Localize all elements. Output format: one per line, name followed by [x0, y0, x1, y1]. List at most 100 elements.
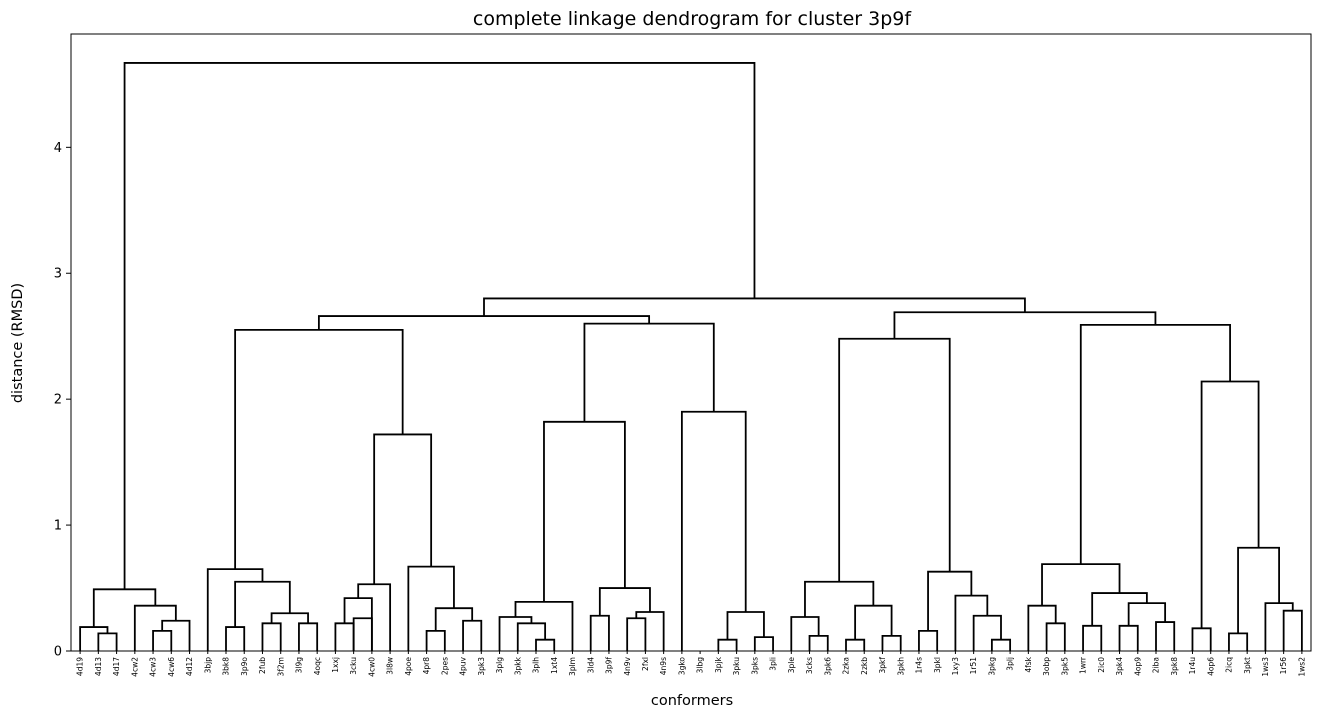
leaf-label: 3bk8 [222, 657, 231, 676]
leaf-label: 4d13 [94, 657, 103, 676]
leaf-label: 1ws3 [1261, 657, 1270, 677]
dendrogram-link-E5 [543, 420, 626, 602]
dendrogram-link-A3 [152, 629, 173, 651]
leaf-label: 2icq [1225, 657, 1234, 673]
leaf-label: 2pes [440, 657, 449, 675]
leaf-label: 3plj [1006, 657, 1015, 671]
leaf-label: 1xy3 [951, 657, 960, 676]
leaf-label: 4op9 [1133, 657, 1142, 676]
dendrogram-link-A2 [79, 626, 109, 651]
dendrogram-link-K2 [1228, 632, 1249, 651]
leaf-label: 1wrr [1079, 656, 1088, 674]
dendrogram-link-J1 [1045, 622, 1066, 651]
leaf-label: 3pk6 [823, 657, 832, 676]
dendrogram-link-H5 [854, 604, 893, 640]
dendrogram-link-B1 [225, 626, 246, 651]
dendrogram-link-I1 [918, 629, 939, 651]
leaf-label: 3pkt [1243, 657, 1252, 674]
dendrogram-link-J5 [1155, 621, 1176, 651]
leaf-label: 2zkb [860, 657, 869, 675]
dendrogram-link-C5 [373, 433, 433, 585]
leaf-label: 3bjp [203, 657, 212, 674]
dendrogram-link-E3 [498, 616, 533, 651]
dendrogram-link-G4 [680, 410, 747, 651]
y-tick-label: 4 [54, 141, 62, 156]
dendrogram-link-F2 [626, 617, 647, 651]
leaf-label: 3f2m [276, 657, 285, 677]
leaf-label: 3lbg [696, 657, 705, 674]
leaf-label: 3ple [787, 657, 796, 674]
leaf-label: 3pks [750, 657, 759, 675]
leaf-label: 3gko [677, 657, 686, 676]
dendrogram-link-G3 [726, 611, 765, 640]
dendrogram-link-J4 [1118, 624, 1139, 651]
leaf-label: 3pli [769, 657, 778, 671]
leaf-label: 4n9s [659, 657, 668, 675]
leaf-label: 3pkf [878, 657, 887, 674]
dendrogram-link-J9 [1079, 323, 1231, 565]
leaf-label: 2fxl [641, 657, 650, 671]
leaf-label: 3cks [805, 657, 814, 674]
dendrogram-link-B3 [261, 622, 282, 651]
leaf-label: 4poe [404, 657, 413, 676]
leaf-label: 3pkk [513, 656, 522, 675]
leaf-label: 3pjk [714, 656, 723, 673]
leaf-label: 4cw0 [367, 657, 376, 677]
dendrogram-link-K1 [1191, 627, 1212, 651]
dendrogram-link-D3 [434, 607, 474, 631]
x-axis-label: conformers [651, 693, 733, 709]
leaf-label: 4pr8 [422, 657, 431, 675]
dendrogram-link-D1 [425, 629, 446, 651]
dendrogram-link-K5 [1237, 546, 1280, 634]
dendrogram-link-A1 [97, 632, 118, 651]
leaf-label: 3pk4 [1115, 657, 1124, 676]
leaf-label: 3p9o [240, 657, 249, 676]
dendrogram-link-E2 [516, 622, 547, 651]
dendrogram-link-K3 [1282, 609, 1303, 651]
leaf-label: 4d19 [76, 657, 85, 676]
leaf-label: 3l9g [295, 657, 304, 674]
dendrogram-link-A5 [133, 604, 177, 651]
leaf-label: 4cw3 [149, 657, 158, 677]
leaf-label: 3pk3 [477, 657, 486, 676]
dendrogram-link-J3 [1082, 624, 1103, 651]
plot-area [79, 62, 1303, 651]
leaf-label: 2ic0 [1097, 657, 1106, 673]
leaf-label: 4d17 [112, 657, 121, 676]
leaf-label: 4op6 [1206, 657, 1215, 676]
dendrogram-link-D4 [407, 565, 455, 651]
leaf-label: 3pkl [933, 657, 942, 673]
dendrogram-link-G2 [753, 636, 774, 651]
leaf-label: 1xt4 [550, 657, 559, 674]
dendrogram-link-G1 [717, 638, 738, 651]
dendrogram-link-I2 [990, 638, 1012, 651]
dendrogram-link-K6 [1200, 380, 1260, 629]
dendrogram-link-C2 [352, 617, 373, 651]
chart-title: complete linkage dendrogram for cluster … [473, 8, 912, 30]
x-axis: 4d19 4d13 4d17 4cw2 4cw3 4cw6 4d12 3bjp 3bk8 3p9o… [76, 651, 1306, 677]
dendrogram-link-B2 [298, 622, 319, 651]
y-tick-label: 0 [54, 645, 62, 660]
dendrogram-link-H1 [808, 634, 829, 651]
leaf-label: 3pkh [896, 657, 905, 676]
dendrogram-link-J2 [1027, 604, 1057, 651]
dendrogram-link-B5 [234, 580, 291, 628]
leaf-label: 3pkg [987, 657, 996, 676]
leaf-label: 3l8w [386, 657, 395, 675]
leaf-label: 3plg [495, 657, 504, 674]
leaf-label: 3plm [568, 657, 577, 676]
leaf-label: 1xxj [331, 657, 340, 673]
dendrogram-link-I5 [927, 570, 973, 631]
leaf-label: 3cku [349, 657, 358, 675]
leaf-label: 3pk8 [1170, 657, 1179, 676]
y-tick-label: 1 [54, 519, 62, 534]
y-axis: 0 1 2 3 4 [54, 141, 71, 660]
leaf-label: 4d12 [185, 657, 194, 676]
leaf-label: 1r4s [915, 657, 924, 674]
leaf-label: 1ws2 [1297, 657, 1306, 677]
dendrogram-link-I3 [972, 614, 1002, 651]
leaf-label: 4fsk [1024, 656, 1033, 672]
y-tick-label: 3 [54, 267, 62, 282]
dendrogram-link-C1 [334, 622, 355, 651]
leaf-label: 1r4u [1188, 657, 1197, 675]
